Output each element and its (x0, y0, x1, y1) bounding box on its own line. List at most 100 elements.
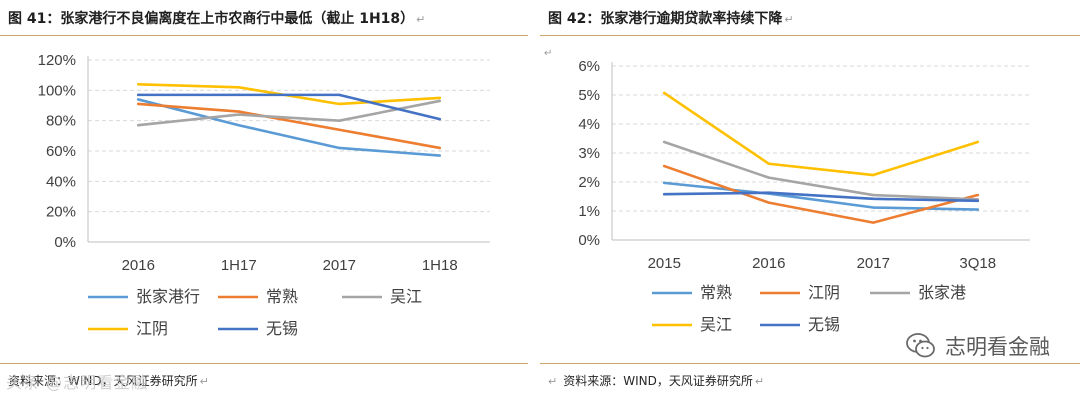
data-point (872, 221, 875, 224)
y-tick-label: 120% (38, 52, 76, 69)
data-point (137, 124, 140, 127)
paragraph-mark-icon: ↵ (548, 375, 558, 388)
x-tick-label: 2016 (122, 257, 155, 274)
series-line (136, 99, 442, 127)
watermark-text: 志明看金融 (945, 335, 1050, 359)
data-point (338, 128, 341, 131)
data-point (137, 83, 140, 86)
figure-41-top-rule (0, 35, 528, 36)
y-tick-label: 3% (578, 145, 600, 162)
data-point (137, 102, 140, 106)
data-point (438, 117, 441, 121)
y-tick-label: 20% (46, 204, 76, 221)
paragraph-mark-icon: ↵ (784, 13, 794, 26)
data-point (767, 162, 770, 165)
data-point (767, 201, 770, 204)
data-point (767, 176, 770, 179)
data-point (872, 206, 875, 209)
series-line (662, 191, 980, 203)
y-tick-label: 100% (38, 82, 76, 99)
series-line (136, 102, 442, 150)
y-tick-label: 0% (578, 232, 600, 249)
data-point (663, 164, 666, 168)
data-point (237, 113, 240, 116)
y-tick-label: 1% (578, 203, 600, 220)
legend-label: 张家港 (918, 284, 966, 302)
x-tick-label: 2016 (752, 255, 785, 272)
wechat-icon (906, 333, 935, 358)
x-tick-label: 2017 (857, 255, 890, 272)
paragraph-mark-icon: ↵ (199, 375, 209, 388)
legend-label: 江阴 (136, 320, 168, 338)
paragraph-mark-icon: ↵ (544, 48, 553, 59)
legend-label: 常熟 (266, 288, 298, 306)
data-point (137, 98, 140, 101)
figure-42-bottom-rule (540, 363, 1080, 364)
figure-41-source-text: 资料来源：WIND，天风证券研究所 (8, 374, 198, 388)
figure-41-panel: 图 41：张家港行不良偏离度在上市农商行中最低（截止 1H18） ↵ 0% 20% 4… (0, 0, 528, 402)
data-point (663, 140, 666, 144)
x-tick-label: 2017 (323, 257, 356, 274)
data-point (663, 192, 666, 196)
series-line (662, 140, 980, 201)
legend-label: 吴江 (700, 316, 732, 334)
data-point (237, 86, 240, 89)
figure-42-panel: 图 42：张家港行逾期贷款率持续下降 ↵ ↵ 0% 1% 2% 3% 4% 5% 6% 2015… (540, 0, 1080, 402)
data-point (338, 102, 341, 106)
x-tick-label: 1H17 (221, 257, 257, 274)
figure-42-top-rule (540, 35, 1080, 36)
data-point (237, 110, 240, 113)
data-point (438, 154, 441, 157)
watermark-left: 头条 @志明看金融 (6, 373, 149, 392)
legend-label: 常熟 (700, 284, 732, 302)
data-point (872, 197, 875, 201)
series-line (136, 93, 442, 121)
series-line (136, 98, 442, 157)
paragraph-mark-icon: ↵ (754, 375, 765, 388)
series-line (662, 164, 980, 224)
figure-41-title: 图 41：张家港行不良偏离度在上市农商行中最低（截止 1H18） ↵ (8, 8, 425, 28)
figure-41-source: 资料来源：WIND，天风证券研究所 ↵ (8, 372, 209, 389)
y-tick-label: 5% (578, 87, 600, 104)
figure-41-chart: 0% 20% 40% 60% 80% 100% 120% 2016 1H17 2017 1H18 张家… (38, 52, 490, 338)
legend-label: 张家港行 (136, 288, 200, 306)
data-point (976, 199, 979, 203)
y-tick-label: 0% (54, 234, 76, 251)
data-point (976, 193, 979, 197)
data-point (338, 146, 341, 150)
watermark: 志明看金融 (905, 330, 1050, 362)
paragraph-mark-icon: ↵ (416, 13, 426, 26)
y-tick-label: 4% (578, 116, 600, 133)
series-line (662, 91, 980, 177)
data-point (976, 208, 979, 211)
data-point (663, 91, 666, 95)
data-point (438, 99, 441, 103)
data-point (338, 119, 341, 122)
data-point (438, 146, 441, 150)
legend-label: 无锡 (808, 316, 840, 334)
data-point (338, 93, 341, 97)
y-tick-label: 60% (46, 143, 76, 160)
y-tick-label: 40% (46, 173, 76, 190)
legend-label: 无锡 (266, 320, 298, 338)
y-tick-label: 80% (46, 113, 76, 130)
data-point (438, 96, 441, 100)
data-point (872, 193, 875, 197)
data-point (137, 93, 140, 97)
x-tick-label: 3Q18 (959, 255, 996, 272)
data-point (976, 140, 979, 144)
data-point (663, 181, 666, 185)
figure-42-title: 图 42：张家港行逾期贷款率持续下降 ↵ (548, 8, 794, 28)
legend-label: 江阴 (808, 284, 840, 302)
figure-41-title-text: 图 41：张家港行不良偏离度在上市农商行中最低（截止 1H18） (8, 11, 415, 27)
data-point (237, 124, 240, 127)
figure-42-source-text: 资料来源：WIND，天风证券研究所 (563, 374, 753, 388)
figure-42-source: ↵ 资料来源：WIND，天风证券研究所 ↵ (548, 372, 764, 389)
data-point (872, 173, 875, 177)
x-tick-label: 2015 (648, 255, 681, 272)
data-point (237, 93, 240, 97)
x-tick-label: 1H18 (422, 257, 458, 274)
y-tick-label: 6% (578, 58, 600, 75)
legend-label: 吴江 (390, 288, 422, 306)
